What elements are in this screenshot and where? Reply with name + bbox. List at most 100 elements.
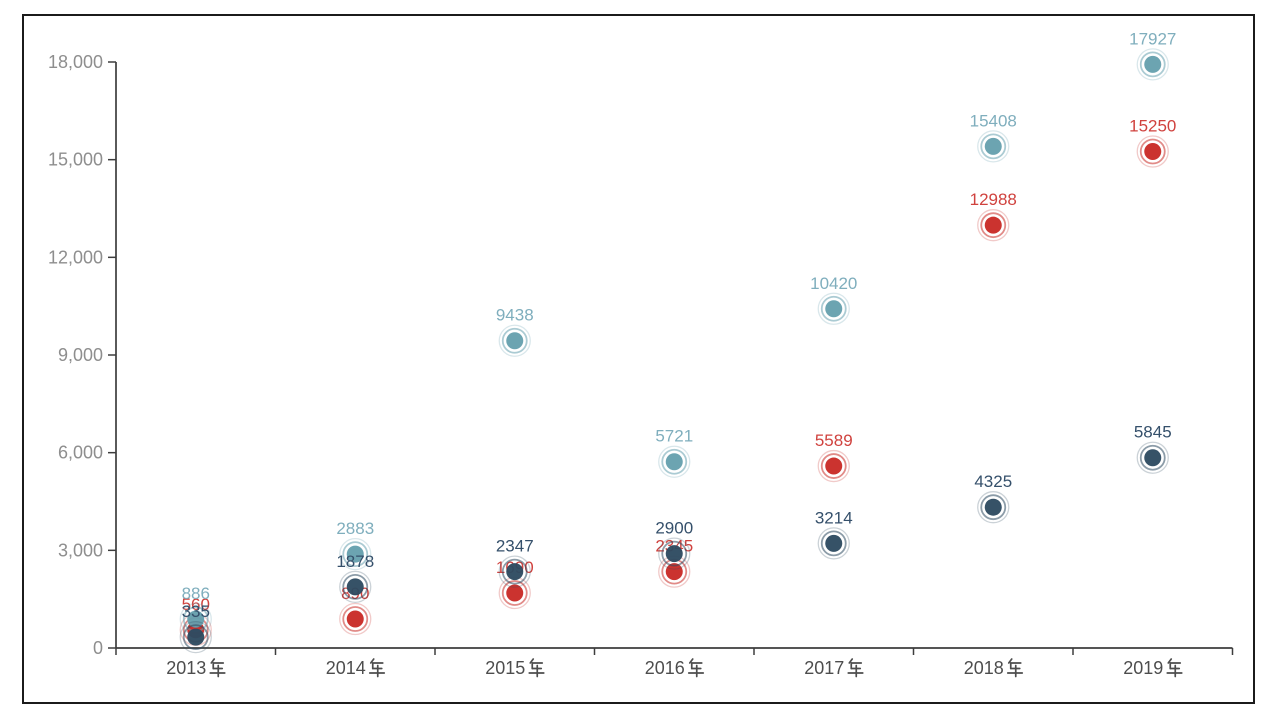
data-point[interactable]: 9438	[496, 306, 534, 357]
marker-outer-ring	[1136, 135, 1169, 168]
marker-outer-ring	[977, 130, 1010, 163]
marker-inner-ring	[980, 133, 1007, 160]
marker-dot	[1144, 449, 1162, 467]
marker-inner-ring	[342, 541, 369, 568]
y-axis: 0 3,000 6,000 9,000 12,000 15,000 18,000	[48, 52, 117, 658]
navy-series: 335 1878 2347 2900 3214 4325 5845	[179, 423, 1172, 654]
value-label: 5845	[1134, 423, 1172, 442]
marker-dot	[665, 453, 683, 471]
nian-character-glyph	[528, 658, 545, 678]
value-label: 3214	[815, 508, 853, 527]
nian-character-glyph	[368, 658, 386, 678]
data-point[interactable]: 15250	[1129, 117, 1176, 168]
marker-outer-ring	[658, 537, 691, 570]
data-point[interactable]: 5589	[815, 431, 853, 483]
marker-outer-ring	[977, 491, 1010, 524]
marker-inner-ring	[1139, 138, 1166, 165]
marker-outer-ring	[977, 209, 1010, 242]
chart-frame	[22, 14, 1255, 704]
svg-text:2017: 2017	[804, 658, 844, 678]
x-axis: 2013 2014 2015 2016 2017 2018 2019	[115, 647, 1234, 678]
marker-dot	[825, 534, 843, 552]
svg-text:2013: 2013	[166, 658, 206, 678]
x-tick-label: 2014	[326, 658, 386, 678]
marker-outer-ring	[339, 570, 372, 604]
data-point[interactable]: 886	[179, 584, 212, 636]
marker-inner-ring	[501, 558, 528, 585]
marker-inner-ring	[980, 212, 1007, 239]
marker-dot	[346, 610, 364, 628]
marker-dot	[187, 610, 205, 628]
value-label: 886	[182, 584, 210, 603]
y-tick-label: 18,000	[48, 52, 103, 72]
data-point[interactable]: 1878	[336, 552, 374, 604]
value-label: 1878	[336, 552, 374, 571]
marker-outer-ring	[1136, 48, 1169, 81]
marker-outer-ring	[658, 445, 691, 478]
data-point[interactable]: 5721	[655, 427, 693, 478]
marker-inner-ring	[1139, 51, 1166, 78]
marker-outer-ring	[817, 527, 850, 560]
data-point[interactable]: 15408	[970, 111, 1017, 163]
marker-inner-ring	[342, 606, 369, 632]
marker-dot	[506, 563, 524, 581]
marker-inner-ring	[501, 580, 528, 606]
marker-outer-ring	[1136, 441, 1169, 474]
value-label: 335	[182, 602, 210, 621]
y-tick-label: 15,000	[48, 150, 103, 170]
data-point[interactable]: 2347	[496, 537, 534, 588]
marker-dot	[506, 332, 524, 350]
svg-text:2018: 2018	[964, 658, 1004, 678]
marker-outer-ring	[498, 555, 531, 588]
nian-character-glyph	[1006, 658, 1024, 678]
svg-text:2015: 2015	[485, 658, 525, 678]
data-point[interactable]: 4325	[974, 472, 1012, 524]
x-tick-label: 2018	[964, 658, 1024, 678]
marker-dot	[346, 545, 364, 563]
marker-dot	[825, 457, 843, 475]
red-series: 5608901690234555891298815250	[179, 117, 1176, 646]
data-point[interactable]: 12988	[970, 190, 1017, 242]
value-label: 5589	[815, 431, 853, 450]
marker-inner-ring	[980, 494, 1007, 521]
data-point[interactable]: 2883	[336, 519, 374, 571]
svg-text:2014: 2014	[326, 658, 366, 678]
marker-outer-ring	[817, 292, 850, 325]
data-point[interactable]: 5845	[1134, 423, 1172, 474]
marker-inner-ring	[820, 295, 847, 322]
value-label: 10420	[810, 274, 857, 293]
marker-outer-ring	[179, 620, 212, 654]
data-point[interactable]: 3214	[815, 508, 853, 560]
marker-dot	[984, 137, 1002, 155]
data-point[interactable]: 10420	[810, 274, 857, 325]
marker-inner-ring	[661, 448, 688, 475]
y-tick-label: 3,000	[58, 540, 103, 560]
teal-series: 886 2883 9438 5721 10420 15408 17927	[179, 29, 1176, 636]
marker-inner-ring	[820, 453, 847, 479]
marker-outer-ring	[339, 602, 372, 636]
nian-character-glyph	[687, 658, 705, 678]
x-tick-label: 2017	[804, 658, 864, 678]
nian-character-glyph	[1166, 658, 1183, 678]
marker-outer-ring	[817, 449, 850, 483]
marker-dot	[187, 628, 205, 646]
marker-inner-ring	[182, 624, 209, 650]
marker-inner-ring	[820, 530, 847, 557]
value-label: 12988	[970, 190, 1017, 209]
data-point[interactable]: 17927	[1129, 29, 1176, 81]
value-label: 15408	[970, 111, 1017, 130]
value-label: 2900	[655, 519, 693, 538]
y-tick-label: 12,000	[48, 247, 103, 267]
value-label: 2347	[496, 537, 534, 556]
nian-character-glyph	[209, 658, 226, 678]
data-point[interactable]: 2900	[655, 519, 693, 570]
data-point[interactable]: 335	[179, 602, 212, 654]
svg-text:2016: 2016	[645, 658, 685, 678]
marker-inner-ring	[342, 573, 369, 600]
value-label: 4325	[974, 472, 1012, 491]
marker-inner-ring	[1139, 444, 1166, 471]
nian-character-glyph	[847, 658, 864, 678]
y-tick-label: 9,000	[58, 345, 103, 365]
value-label: 2883	[336, 519, 374, 538]
